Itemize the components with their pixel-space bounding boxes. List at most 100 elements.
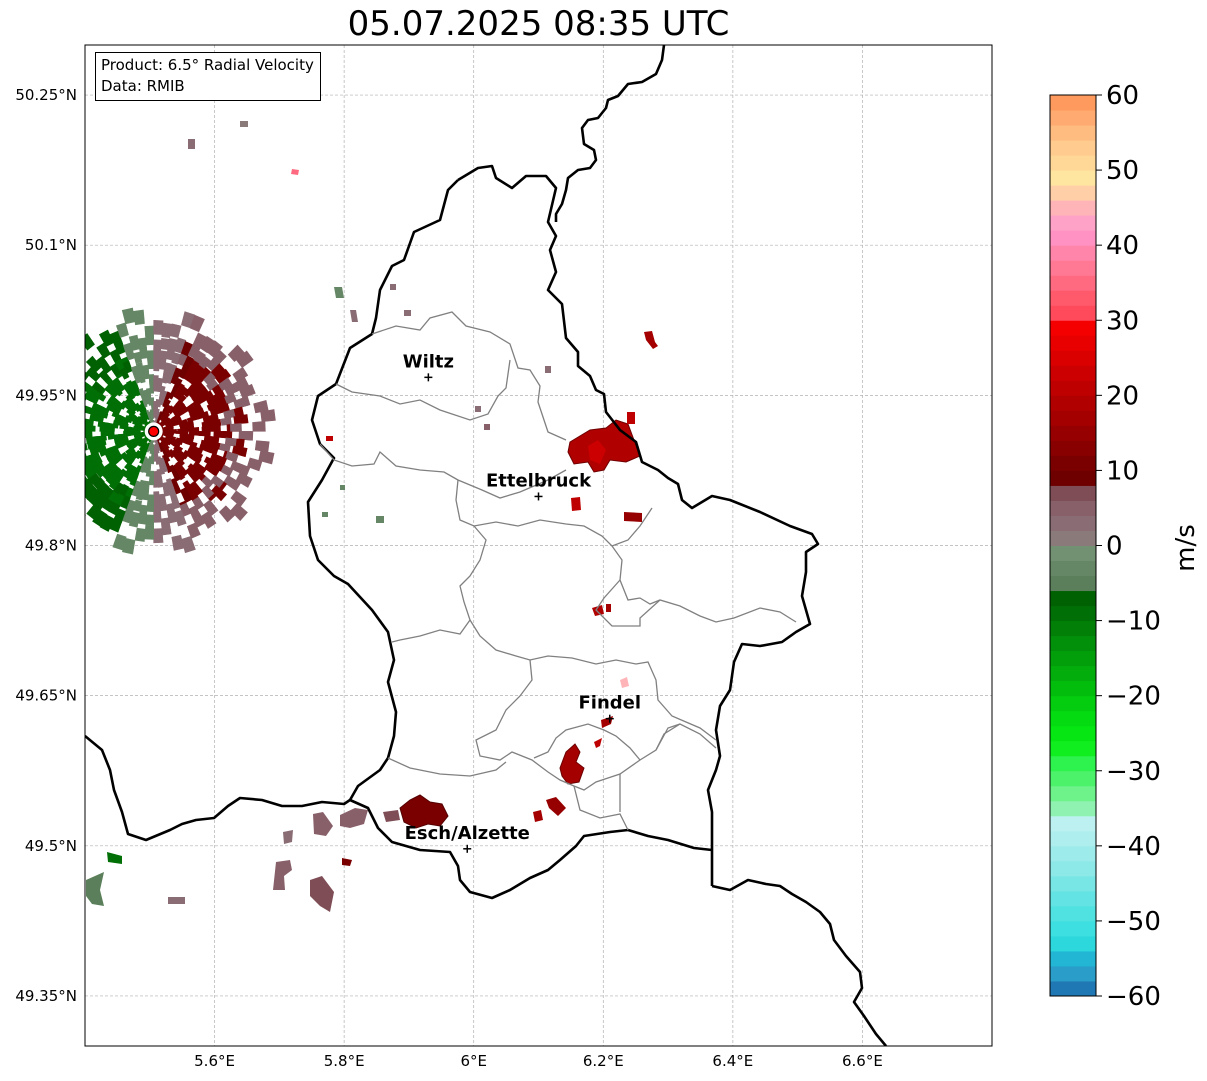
radar-gate — [164, 429, 177, 432]
radar-gate — [144, 525, 154, 540]
echo-cell — [627, 412, 635, 424]
echo-cell — [399, 794, 449, 829]
radar-gate — [145, 514, 154, 526]
radar-gate — [85, 431, 93, 438]
colorbar-segment — [1050, 635, 1096, 652]
colorbar-segment — [1050, 845, 1096, 862]
radar-gate — [232, 366, 249, 383]
radar-gate — [174, 337, 187, 354]
radar-gate — [187, 427, 200, 432]
city-ettelbruck[interactable]: Ettelbruck — [486, 470, 592, 501]
radar-gate — [188, 505, 201, 520]
colorbar-segment — [1050, 905, 1096, 922]
radar-gate — [125, 499, 136, 513]
colorbar-segment — [1050, 485, 1096, 501]
radar-gate — [65, 452, 80, 463]
radar-gate — [235, 350, 254, 369]
city-esch-alzette[interactable]: Esch/Alzette — [405, 823, 530, 853]
radar-gate — [135, 402, 144, 414]
city-label: Ettelbruck — [486, 470, 592, 491]
radar-gate — [139, 347, 148, 360]
radar-gate — [112, 420, 125, 427]
lon-tick-label: 6°E — [460, 1052, 487, 1070]
colorbar-segment — [1050, 215, 1096, 231]
radar-gate — [218, 505, 236, 523]
echo-cell — [313, 812, 333, 836]
lon-tick-label: 6.2°E — [583, 1052, 624, 1070]
radar-gate — [59, 367, 75, 382]
echo-cell — [571, 497, 581, 511]
echo-cell — [273, 860, 292, 890]
radar-gate — [165, 503, 176, 516]
colorbar-segment — [1050, 365, 1096, 381]
colorbar-tick-label: −50 — [1106, 907, 1161, 937]
radar-gate — [102, 431, 114, 437]
radar-gate — [155, 452, 160, 465]
radar-gate — [138, 439, 148, 451]
radar-gate — [153, 471, 159, 482]
velocity-colorbar: 60 50 40 30 20 10 0 −10 −20 −30 −40 −50 −60 — [1049, 81, 1161, 1012]
colorbar-tick-label: 30 — [1106, 306, 1139, 336]
echo-cell — [390, 284, 396, 290]
radar-gate — [85, 371, 87, 375]
radar-gate — [144, 325, 154, 339]
radar-gate — [215, 368, 232, 385]
radar-gate — [98, 329, 114, 348]
product-info-box: Product: 6.5° Radial Velocity Data: RMIB — [95, 52, 321, 101]
lat-tick-label: 49.95°N — [15, 386, 77, 404]
radar-gate — [150, 397, 154, 410]
radar-gate — [189, 314, 205, 333]
colorbar-segment — [1050, 665, 1096, 682]
radar-gate — [92, 509, 108, 527]
colorbar-segment — [1050, 650, 1096, 667]
radar-gate — [224, 383, 238, 397]
radar-gate — [174, 509, 187, 527]
city-findel[interactable]: Findel — [578, 693, 641, 723]
radar-gate — [159, 385, 166, 399]
radar-gate — [158, 357, 167, 370]
colorbar-segment — [1050, 770, 1096, 787]
radar-gate — [239, 383, 256, 399]
radar-gate — [85, 455, 93, 465]
colorbar-segment — [1050, 560, 1096, 577]
radar-site-marker[interactable] — [148, 425, 160, 437]
radar-gate — [156, 440, 163, 453]
colorbar-segment — [1050, 830, 1096, 847]
radar-gate — [207, 340, 223, 358]
radar-gate — [252, 421, 266, 432]
colorbar-segment — [1050, 260, 1096, 276]
radar-gate — [85, 475, 88, 482]
colorbar-segment — [1050, 545, 1096, 562]
radar-gate — [138, 387, 146, 401]
radar-gate — [169, 323, 182, 338]
radar-gate — [200, 511, 217, 529]
radar-gate — [155, 408, 160, 421]
radar-gate — [85, 355, 102, 373]
colorbar-segment — [1050, 125, 1096, 141]
lat-tick-label: 49.65°N — [15, 687, 77, 705]
product-label: Product: 6.5° Radial Velocity — [101, 56, 314, 74]
city-label: Esch/Alzette — [405, 823, 530, 844]
city-wiltz[interactable]: Wiltz — [403, 351, 454, 382]
radar-gate — [123, 431, 134, 435]
radar-gate — [229, 423, 242, 432]
radar-gate — [85, 424, 87, 432]
lon-tick-label: 5.6°E — [194, 1052, 235, 1070]
radar-gate — [137, 415, 147, 425]
radar-gate — [91, 381, 105, 394]
echo-cell — [350, 310, 358, 322]
colorbar-segment — [1050, 725, 1096, 742]
radar-gate — [172, 377, 183, 392]
echo-cell — [546, 797, 566, 816]
radar-sweep — [34, 307, 276, 555]
radar-gate — [34, 451, 49, 464]
radar-gate — [63, 461, 77, 473]
colorbar-segment — [1050, 710, 1096, 727]
radar-gate — [161, 522, 172, 536]
colorbar-tick-label: 60 — [1106, 81, 1139, 111]
colorbar-segment — [1050, 575, 1096, 592]
lon-tick-label: 6.6°E — [842, 1052, 883, 1070]
radar-gate — [85, 443, 88, 451]
colorbar-segment — [1050, 320, 1096, 336]
echo-cell — [588, 440, 606, 464]
